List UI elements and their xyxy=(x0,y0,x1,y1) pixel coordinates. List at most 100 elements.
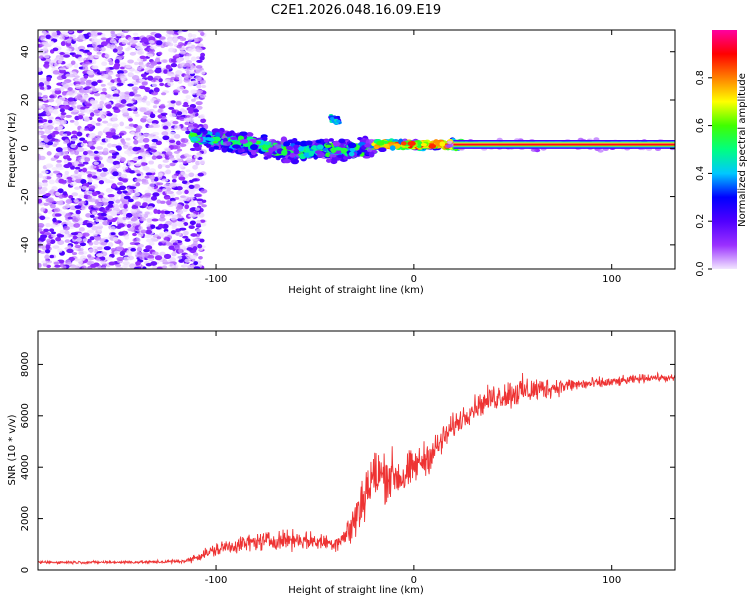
noise-cell xyxy=(168,245,175,250)
noise-cell xyxy=(92,211,98,215)
noise-cell xyxy=(122,112,130,118)
noise-cell xyxy=(46,238,52,244)
noise-cell xyxy=(82,94,90,99)
noise-cell xyxy=(67,97,75,102)
noise-cell xyxy=(147,239,152,243)
noise-cell xyxy=(184,189,189,195)
noise-cell xyxy=(172,37,179,41)
noise-cell xyxy=(58,69,67,74)
signal-cell xyxy=(420,143,427,147)
noise-cell xyxy=(38,132,42,136)
noise-cell xyxy=(107,194,115,198)
noise-cell xyxy=(41,170,49,174)
noise-cell xyxy=(128,263,136,269)
colorbar-tick-label: 0.8 xyxy=(695,70,706,85)
noise-cell xyxy=(182,160,188,165)
noise-cell xyxy=(132,157,139,161)
noise-cell xyxy=(160,92,167,96)
noise-cell xyxy=(134,136,141,140)
noise-cell xyxy=(97,215,105,220)
noise-cell xyxy=(171,251,177,257)
spectrogram-x-label: Height of straight line (km) xyxy=(288,285,424,296)
noise-cell xyxy=(82,167,88,173)
noise-cell xyxy=(76,51,84,55)
noise-cell xyxy=(93,92,101,97)
noise-cell xyxy=(86,51,93,56)
noise-cell xyxy=(170,76,176,81)
noise-cell xyxy=(165,164,171,169)
noise-cell xyxy=(151,138,159,143)
noise-cell xyxy=(145,153,151,158)
noise-cell xyxy=(82,65,89,71)
noise-cell xyxy=(125,64,132,69)
noise-cell xyxy=(151,218,159,222)
noise-cell xyxy=(74,244,82,249)
noise-cell xyxy=(51,167,58,171)
noise-cell xyxy=(125,137,131,141)
noise-cell xyxy=(45,222,51,228)
noise-cell xyxy=(164,79,171,83)
noise-cell xyxy=(44,64,50,69)
noise-cell xyxy=(67,87,73,91)
signal-cell xyxy=(222,141,232,146)
noise-cell xyxy=(107,58,113,63)
noise-cell xyxy=(99,100,105,106)
noise-cell xyxy=(65,73,73,78)
noise-cell xyxy=(157,163,163,170)
noise-cell xyxy=(150,261,158,266)
signal-cell xyxy=(213,136,221,142)
noise-cell xyxy=(145,245,153,250)
noise-cell xyxy=(56,166,64,171)
noise-cell xyxy=(70,265,79,269)
noise-cell xyxy=(135,163,141,167)
signal-cell xyxy=(231,144,241,149)
noise-cell xyxy=(116,33,122,37)
noise-cell xyxy=(167,81,174,87)
noise-cell xyxy=(53,207,61,213)
noise-cell xyxy=(173,145,181,150)
noise-cell xyxy=(171,179,177,183)
noise-cell xyxy=(38,223,45,228)
noise-cell xyxy=(69,181,77,186)
noise-cell xyxy=(44,249,51,254)
noise-cell xyxy=(127,189,134,194)
snr-y-label: SNR (10 * v/v) xyxy=(7,414,18,485)
noise-cell xyxy=(49,40,55,46)
noise-cell xyxy=(88,140,93,146)
noise-cell xyxy=(133,139,139,145)
noise-cell xyxy=(199,238,205,243)
noise-cell xyxy=(57,248,63,253)
noise-cell xyxy=(162,259,168,264)
noise-cell xyxy=(141,181,149,185)
noise-cell xyxy=(137,155,143,160)
noise-cell xyxy=(98,180,105,185)
noise-cell xyxy=(107,143,113,148)
noise-cell xyxy=(173,150,180,154)
noise-cell xyxy=(176,190,183,195)
noise-cell xyxy=(116,217,124,223)
colorbar-swatch xyxy=(712,30,737,269)
signal-cell xyxy=(245,132,254,137)
noise-cell xyxy=(38,113,45,117)
noise-cell xyxy=(77,259,83,265)
noise-cell xyxy=(136,173,141,177)
noise-cell xyxy=(184,114,191,118)
noise-cell xyxy=(101,33,106,38)
noise-cell xyxy=(172,120,179,125)
noise-cell xyxy=(188,184,195,189)
noise-cell xyxy=(186,157,193,163)
noise-cell xyxy=(186,247,193,251)
noise-cell xyxy=(175,140,181,146)
noise-cell xyxy=(74,247,79,251)
noise-cell xyxy=(44,61,50,65)
noise-cell xyxy=(55,147,63,153)
noise-cell xyxy=(60,41,66,47)
noise-cell xyxy=(119,95,125,99)
noise-cell xyxy=(57,188,64,194)
noise-cell xyxy=(192,246,198,251)
noise-cell xyxy=(189,201,196,207)
noise-cell xyxy=(161,163,167,167)
noise-cell xyxy=(76,105,82,110)
noise-cell xyxy=(114,164,122,169)
noise-cell xyxy=(180,244,186,250)
